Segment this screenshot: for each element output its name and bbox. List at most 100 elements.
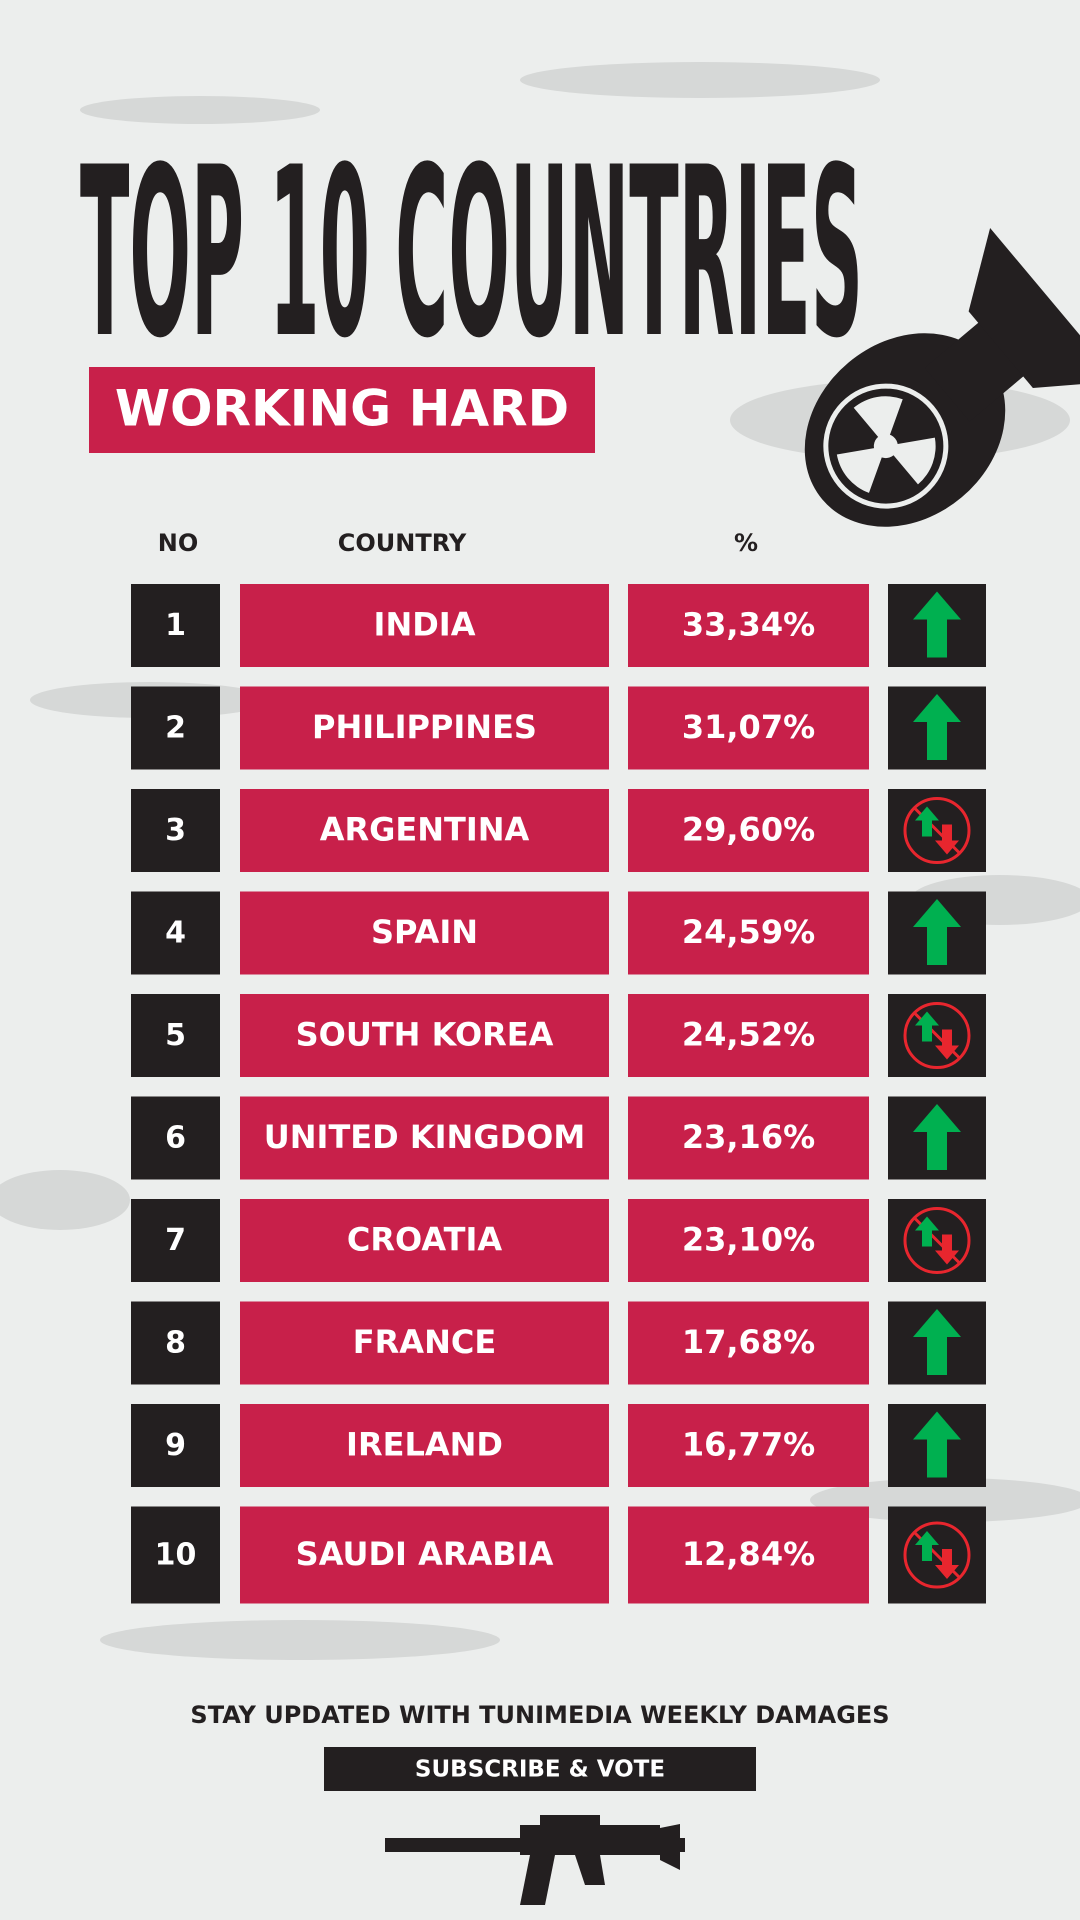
cell [240,789,609,872]
cell [131,1096,220,1180]
up-arrow [913,1411,961,1478]
subtitle-box [89,367,595,453]
cell [628,1404,869,1487]
rank: 9 [165,1428,186,1463]
percent: 23,16% [682,1118,815,1156]
small-down-arrow [935,1549,959,1579]
country: CROATIA [347,1221,502,1259]
small-up-arrow [915,806,939,837]
cell [628,789,869,872]
table: NO COUNTRY % 1 INDIA 33,34% 2 PHILIPPINES 31,07%… [131,529,986,1604]
cell [628,994,869,1077]
rank: 5 [165,1018,186,1053]
cell [131,789,220,872]
percent: 24,59% [682,913,815,951]
trend-icon [903,797,971,864]
percent: 12,84% [682,1535,815,1573]
small-down-arrow [935,824,959,855]
rank: 6 [165,1121,186,1156]
cell [628,891,869,975]
cell [131,1301,220,1385]
up-arrow [913,591,961,658]
country: SOUTH KOREA [296,1016,554,1054]
title: TOP 10 COUNTRIES [80,118,863,390]
small-up-arrow [915,1531,939,1561]
trend-icon [903,1002,971,1069]
up-arrow [913,1309,961,1375]
cell [131,584,220,667]
cell [240,891,609,975]
trend-icon [903,1521,971,1589]
cell [628,584,869,667]
no-change-ring [903,1207,971,1274]
no-change-ring [903,1521,971,1589]
cell [131,1404,220,1487]
trend-icon [913,899,961,965]
country: FRANCE [353,1323,496,1361]
up-arrow [913,1104,961,1170]
rank: 10 [155,1538,197,1573]
column-header: NO [158,529,199,557]
country: PHILIPPINES [312,708,537,746]
cell [628,1506,869,1604]
cell [131,891,220,975]
trend-icon [913,1411,961,1478]
cell [240,1301,609,1385]
cell [240,1199,609,1282]
percent: 24,52% [682,1016,815,1054]
cell [628,1199,869,1282]
up-arrow [913,899,961,965]
cell [240,686,609,770]
small-up-arrow [915,1011,939,1042]
percent: 31,07% [682,708,815,746]
subscribe-label[interactable]: SUBSCRIBE & VOTE [415,1757,665,1783]
cell [131,994,220,1077]
country: SAUDI ARABIA [296,1535,554,1573]
subscribe-button[interactable] [324,1747,756,1791]
percent: 23,10% [682,1221,815,1259]
trend-icon [913,1104,961,1170]
cell [240,994,609,1077]
subtitle: WORKING HARD [115,380,569,438]
percent: 17,68% [682,1323,815,1361]
cell [131,686,220,770]
cell [628,1096,869,1180]
rifle-icon [385,1815,685,1905]
percent: 16,77% [682,1426,815,1464]
country: ARGENTINA [320,811,530,849]
no-change-ring [903,797,971,864]
cell [628,686,869,770]
small-down-arrow [935,1234,959,1265]
percent: 33,34% [682,606,815,644]
country: SPAIN [371,913,478,951]
no-change-ring [903,1002,971,1069]
rank: 1 [165,608,186,643]
trend-icon [903,1207,971,1274]
cell [240,1404,609,1487]
column-header: % [734,529,758,557]
cell [628,1301,869,1385]
trend-icon [913,591,961,658]
rank: 7 [165,1223,186,1258]
cell [131,1506,220,1604]
rank: 2 [165,711,186,746]
up-arrow [913,694,961,760]
footer-text: STAY UPDATED WITH TUNIMEDIA WEEKLY DAMAG… [190,1701,889,1729]
rank: 4 [165,916,186,951]
bomb-icon [804,228,1080,527]
column-header: COUNTRY [338,529,467,557]
country: IRELAND [346,1426,503,1464]
trend-icon [913,694,961,760]
cell [131,1199,220,1282]
small-up-arrow [915,1216,939,1247]
country: INDIA [374,606,476,644]
rank: 3 [165,813,186,848]
cell [240,1096,609,1180]
rank: 8 [165,1326,186,1361]
small-down-arrow [935,1029,959,1060]
percent: 29,60% [682,811,815,849]
cell [240,584,609,667]
cell [240,1506,609,1604]
trend-icon [913,1309,961,1375]
